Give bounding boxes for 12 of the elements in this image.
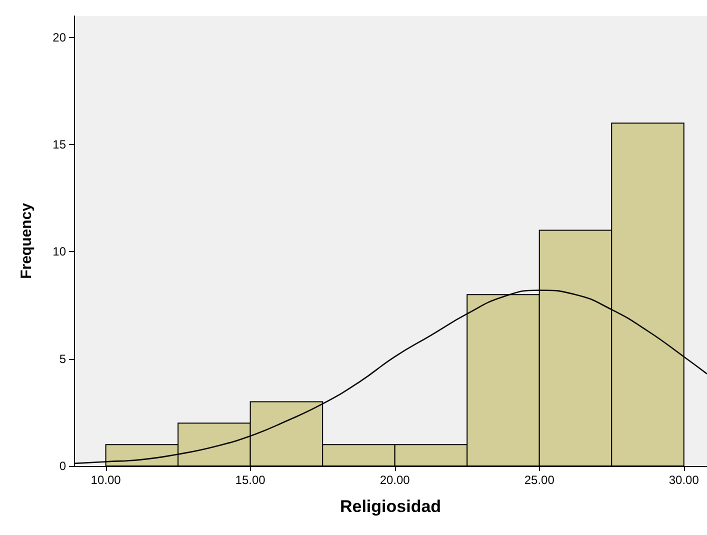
y-axis-title: Frequency xyxy=(18,202,35,279)
x-axis-title: Religiosidad xyxy=(340,497,442,516)
x-tick-label: 20.00 xyxy=(380,473,410,487)
y-tick-label: 20 xyxy=(52,30,66,44)
y-tick-label: 0 xyxy=(59,459,66,473)
x-tick-label: 30.00 xyxy=(668,473,700,487)
x-tick-label: 10.00 xyxy=(90,473,122,487)
x-tick-label: 25.00 xyxy=(524,473,555,487)
y-tick-label: 15 xyxy=(52,138,66,152)
y-tick-label: 10 xyxy=(52,244,66,259)
y-tick-label: 5 xyxy=(59,352,66,366)
x-tick-label: 15.00 xyxy=(235,473,266,487)
